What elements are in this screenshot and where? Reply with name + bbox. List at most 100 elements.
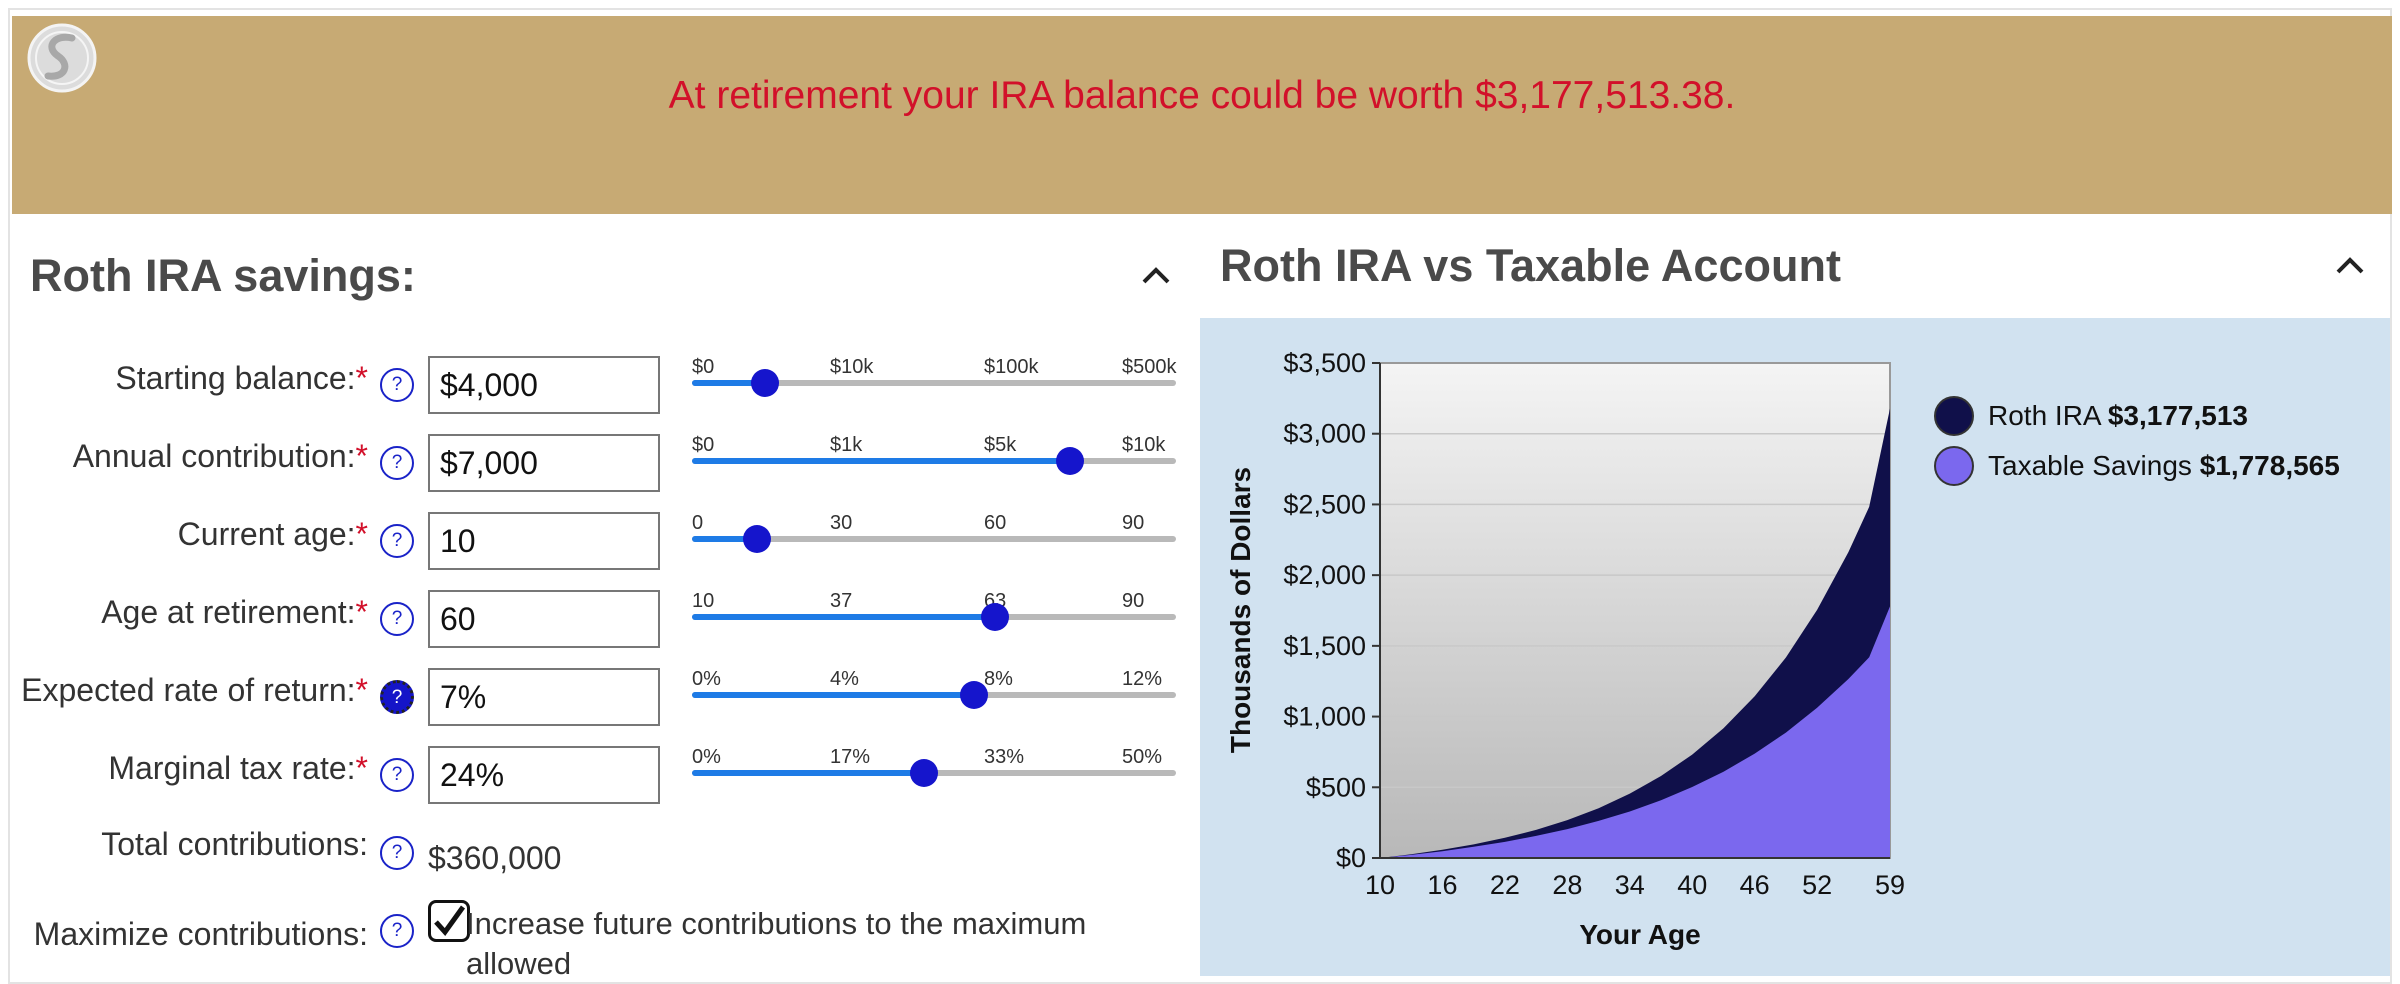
slider-tick-label: $0: [692, 356, 715, 378]
slider-tick-label: $10k: [830, 356, 874, 378]
legend-roth-name: Roth IRA: [1988, 400, 2101, 431]
slider-tick-label: 10: [692, 590, 715, 612]
slider-thumb[interactable]: [910, 759, 938, 787]
slider-tick-label: $5k: [984, 434, 1017, 456]
x-tick-label: 28: [1552, 870, 1582, 900]
chevron-up-icon[interactable]: [2328, 244, 2372, 288]
slider-tick-label: 4%: [830, 668, 859, 690]
result-banner: At retirement your IRA balance could be …: [12, 16, 2392, 214]
x-axis-label: Your Age: [1579, 919, 1700, 950]
legend-taxable-name: Taxable Savings: [1988, 450, 2192, 481]
slider-tick-label: 0%: [692, 668, 721, 690]
legend-taxable-text: Taxable Savings $1,778,565: [1988, 450, 2340, 482]
slider-track: [692, 759, 1176, 787]
x-tick-labels: 10 16 22 28 34 40 46 52 59: [1365, 870, 1905, 900]
growth-chart: $0 $500 $1,000 $1,500 $2,000 $2,500 $3,000 $3,5…: [1225, 348, 1905, 950]
question-circle-icon[interactable]: ?: [380, 524, 414, 558]
age-at-retirement-label: Age at retirement:*: [101, 594, 368, 631]
slider-track: [692, 369, 1176, 397]
slider-tick-label: 60: [984, 512, 1007, 534]
slider-thumb[interactable]: [1056, 447, 1084, 475]
x-tick-label: 22: [1490, 870, 1520, 900]
legend-roth-swatch: [1934, 396, 1974, 436]
starting-balance-label-text: Starting balance:: [115, 360, 356, 396]
slider-fill: [692, 536, 757, 542]
required-marker: *: [355, 438, 368, 474]
required-marker: *: [355, 360, 368, 396]
annual-contribution-label-text: Annual contribution:: [72, 438, 356, 474]
taxable-savings-area: [1380, 606, 1890, 858]
total-contributions-value: $360,000: [428, 840, 562, 876]
starting-balance-input[interactable]: $4,000: [428, 356, 660, 414]
slider-tick-label: $0: [692, 434, 715, 456]
slider-thumb[interactable]: [751, 369, 779, 397]
legend-roth-text: Roth IRA $3,177,513: [1988, 400, 2248, 432]
current-age-slider[interactable]: 0 30 60 90: [692, 512, 1176, 572]
expected-return-input[interactable]: 7%: [428, 668, 660, 726]
legend-taxable-swatch: [1934, 446, 1974, 486]
slider-tick-label: $10k: [1122, 434, 1166, 456]
question-circle-icon[interactable]: ?: [380, 680, 414, 714]
slider-track: [692, 603, 1176, 631]
maximize-checkbox[interactable]: [428, 900, 470, 942]
slider-fill: [692, 770, 924, 776]
retirement-balance-message: At retirement your IRA balance could be …: [668, 74, 1736, 117]
current-age-label-text: Current age:: [177, 516, 356, 552]
marginal-tax-rate-slider[interactable]: 0% 17% 33% 50%: [692, 746, 1176, 806]
roth-ira-area: [1380, 408, 1890, 858]
calculator-frame: [8, 8, 2392, 984]
slider-tick-label: $1k: [830, 434, 863, 456]
total-contributions-label: Total contributions:: [101, 826, 368, 862]
y-tick-label: $500: [1306, 772, 1366, 802]
maximize-text-line2: allowed: [466, 946, 572, 981]
x-tick-label: 34: [1615, 870, 1645, 900]
slider-tick-label: 37: [830, 590, 853, 612]
marginal-tax-rate-label-text: Marginal tax rate:: [108, 750, 356, 786]
maximize-text-line1: Increase future contributions to the max…: [466, 906, 1087, 941]
legend-taxable-value: $1,778,565: [2199, 450, 2340, 481]
chevron-up-icon[interactable]: [1134, 254, 1178, 298]
question-circle-icon[interactable]: ?: [380, 914, 414, 948]
slider-thumb[interactable]: [960, 681, 988, 709]
y-tick-label: $3,000: [1283, 419, 1366, 449]
x-tick-label: 10: [1365, 870, 1395, 900]
question-circle-icon[interactable]: ?: [380, 446, 414, 480]
question-circle-icon[interactable]: ?: [380, 836, 414, 870]
question-circle-icon[interactable]: ?: [380, 602, 414, 636]
annual-contribution-slider[interactable]: $0 $1k $5k $10k: [692, 434, 1176, 494]
question-circle-icon[interactable]: ?: [380, 758, 414, 792]
slider-tick-label: 12%: [1122, 668, 1163, 690]
y-tick-label: $0: [1336, 843, 1366, 873]
starting-balance-slider[interactable]: $0 $10k $100k $500k: [692, 356, 1177, 416]
slider-thumb[interactable]: [981, 603, 1009, 631]
age-at-retirement-input[interactable]: 60: [428, 590, 660, 648]
slider-fill: [692, 692, 974, 698]
required-marker: *: [355, 750, 368, 786]
current-age-label: Current age:*: [178, 516, 368, 553]
maximize-contributions-label: Maximize contributions:: [33, 916, 368, 952]
required-marker: *: [355, 672, 368, 708]
slider-fill: [692, 458, 1070, 464]
slider-tick-label: 33%: [984, 746, 1025, 768]
slider-track: [692, 447, 1176, 475]
slider-thumb[interactable]: [743, 525, 771, 553]
expected-return-slider[interactable]: 0% 4% 8% 12%: [692, 668, 1176, 728]
annual-contribution-label: Annual contribution:*: [73, 438, 368, 475]
question-circle-icon[interactable]: ?: [380, 368, 414, 402]
current-age-input[interactable]: 10: [428, 512, 660, 570]
slider-tick-label: 90: [1122, 512, 1145, 534]
required-marker: *: [355, 516, 368, 552]
marginal-tax-rate-label: Marginal tax rate:*: [108, 750, 368, 787]
slider-tick-label: $500k: [1122, 356, 1177, 378]
age-at-retirement-slider[interactable]: 10 37 63 90: [692, 590, 1176, 650]
comparison-title: Roth IRA vs Taxable Account: [1220, 240, 1841, 291]
x-tick-label: 46: [1740, 870, 1770, 900]
globe-logo-icon: [27, 23, 97, 93]
age-at-retirement-label-text: Age at retirement:: [101, 594, 356, 630]
y-tick-label: $1,500: [1283, 631, 1366, 661]
marginal-tax-rate-input[interactable]: 24%: [428, 746, 660, 804]
annual-contribution-input[interactable]: $7,000: [428, 434, 660, 492]
required-marker: *: [355, 594, 368, 630]
slider-tick-label: 0%: [692, 746, 721, 768]
maximize-description: Increase future contributions to the max…: [466, 904, 1086, 984]
